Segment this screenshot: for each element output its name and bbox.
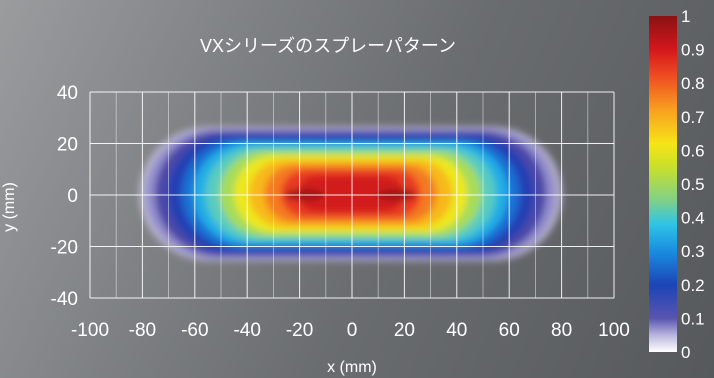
x-tick-label: 40	[446, 320, 467, 341]
colorbar-tick-label: 0.7	[681, 108, 705, 127]
colorbar-tick-labels: 1 0.9 0.8 0.7 0.6 0.5 0.4 0.3 0.2 0.1 0	[681, 7, 705, 362]
y-axis-label: y (mm)	[1, 182, 18, 232]
y-tick-label: -40	[51, 289, 78, 310]
colorbar-tick-label: 0	[681, 343, 690, 362]
y-tick-label: 0	[67, 186, 78, 207]
colorbar-tick-label: 0.2	[681, 276, 705, 295]
colorbar-tick-label: 0.9	[681, 41, 705, 60]
x-tick-label: 20	[394, 320, 415, 341]
y-tick-label: 40	[57, 83, 78, 104]
plot-grid	[89, 91, 615, 299]
x-tick-label: 60	[499, 320, 520, 341]
x-tick-label: 100	[598, 320, 630, 341]
x-tick-label: -20	[286, 320, 313, 341]
colorbar-tick-label: 0.4	[681, 209, 705, 228]
x-tick-label: -100	[71, 320, 109, 341]
x-tick-label: 0	[347, 320, 358, 341]
x-axis-label: x (mm)	[327, 359, 377, 376]
colorbar-tick-label: 0.5	[681, 175, 705, 194]
x-tick-label: -60	[181, 320, 208, 341]
colorbar-tick-label: 0.1	[681, 309, 705, 328]
heat-band-12	[298, 175, 404, 212]
y-tick-label: -20	[51, 238, 78, 259]
y-tick-labels: 40 20 0 -20 -40	[51, 83, 78, 310]
y-tick-label: 20	[57, 135, 78, 156]
colorbar-tick-label: 1	[681, 7, 690, 26]
x-tick-labels: -100 -80 -60 -40 -20 0 20 40 60 80 100	[71, 320, 630, 341]
chart-title: VXシリーズのスプレーパターン	[200, 36, 456, 56]
colorbar	[649, 16, 677, 352]
x-tick-label: -40	[233, 320, 260, 341]
colorbar-tick-label: 0.3	[681, 242, 705, 261]
colorbar-tick-label: 0.8	[681, 74, 705, 93]
x-tick-label: -80	[129, 320, 156, 341]
x-tick-label: 80	[551, 320, 572, 341]
colorbar-tick-label: 0.6	[681, 141, 705, 160]
spray-heatmap	[139, 126, 563, 262]
